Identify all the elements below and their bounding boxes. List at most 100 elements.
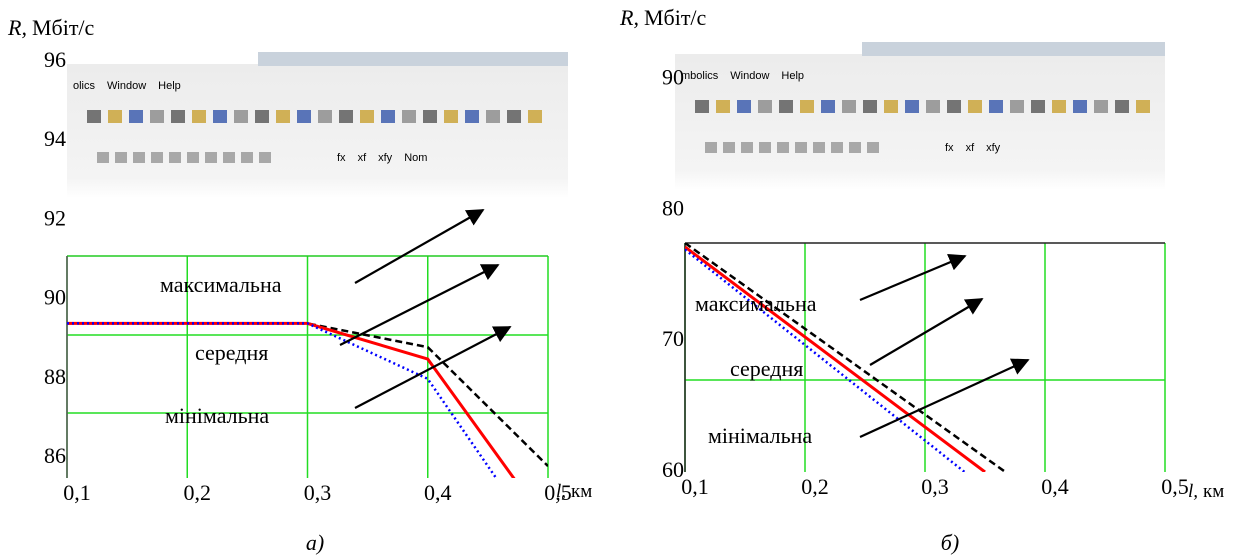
toolbar-icon	[737, 100, 751, 113]
toolbar-icon	[926, 100, 940, 113]
toolbar-icon	[777, 142, 789, 153]
toolbar-icon	[234, 110, 248, 123]
x-tick-label: 0,3	[304, 480, 332, 505]
toolbar-icon	[339, 110, 353, 123]
toolbar-icon	[947, 100, 961, 113]
y-axis-label: R,Мбіт/с	[7, 15, 95, 40]
annotation: середня	[730, 356, 803, 381]
toolbar-icon	[169, 152, 181, 163]
toolbar-icon	[759, 142, 771, 153]
toolbar-icon	[297, 110, 311, 123]
menu-item: Help	[781, 70, 804, 82]
toolbar-icon	[87, 110, 101, 123]
title-strip	[862, 42, 1165, 56]
menu-item: Window	[107, 80, 146, 92]
toolbar-icon	[1052, 100, 1066, 113]
toolbar-icon	[213, 110, 227, 123]
toolbar-icon	[758, 100, 772, 113]
toolbar-icon	[884, 100, 898, 113]
x-axis-symbol: l,	[556, 481, 566, 502]
toolbar-icon	[205, 152, 217, 163]
toolbar-icon	[187, 152, 199, 163]
menu-item: Help	[158, 80, 181, 92]
toolbar-button: xfy	[378, 152, 393, 164]
toolbar-icon	[192, 110, 206, 123]
toolbar-icon	[1094, 100, 1108, 113]
figure: olicsWindowHelpfxxfxfyNom8688909294960,1…	[0, 0, 1247, 558]
toolbar-icon	[741, 142, 753, 153]
y-tick-label: 90	[662, 64, 684, 89]
x-tick-label: 0,2	[184, 480, 212, 505]
y-tick-label: 92	[44, 205, 66, 230]
y-axis-label: R,Мбіт/с	[619, 5, 707, 30]
toolbar-button: Nom	[404, 152, 427, 164]
toolbar-icon	[276, 110, 290, 123]
toolbar-icon	[151, 152, 163, 163]
title-strip	[258, 52, 568, 66]
caption: а)	[306, 530, 324, 555]
toolbar-icon	[989, 100, 1003, 113]
toolbar-icon	[402, 110, 416, 123]
toolbar-icon	[968, 100, 982, 113]
arrow	[355, 327, 510, 408]
y-tick-label: 94	[44, 126, 66, 151]
toolbar-icon	[97, 152, 109, 163]
toolbar-icon	[444, 110, 458, 123]
x-axis-label: l,км	[556, 481, 592, 502]
annotation: мінімальна	[708, 423, 812, 448]
y-axis-symbol: R,	[619, 5, 639, 30]
annotation: мінімальна	[165, 403, 269, 428]
toolbar-icon	[1073, 100, 1087, 113]
toolbar-icon	[133, 152, 145, 163]
annotation: максимальна	[695, 291, 817, 316]
toolbar-icon	[800, 100, 814, 113]
y-axis-symbol: R,	[7, 15, 27, 40]
toolbar-icon	[821, 100, 835, 113]
toolbar-icon	[108, 110, 122, 123]
toolbar-icon	[486, 110, 500, 123]
toolbar-icon	[831, 142, 843, 153]
toolbar-icon	[259, 152, 271, 163]
x-axis-unit: км	[571, 481, 592, 502]
toolbar-icon	[849, 142, 861, 153]
y-tick-label: 70	[662, 326, 684, 351]
caption: б)	[941, 530, 959, 555]
x-tick-label: 0,1	[681, 474, 709, 499]
toolbar-icon	[528, 110, 542, 123]
toolbar-icon	[171, 110, 185, 123]
toolbar-button: xf	[966, 142, 976, 154]
toolbar-icon	[1010, 100, 1024, 113]
y-tick-label: 80	[662, 195, 684, 220]
x-axis-label: l,км	[1188, 481, 1224, 502]
toolbar-icon	[381, 110, 395, 123]
x-tick-label: 0,5	[1161, 474, 1189, 499]
menu-item: Window	[730, 70, 769, 82]
y-tick-label: 88	[44, 364, 66, 389]
y-axis-unit: Мбіт/с	[644, 5, 707, 30]
x-tick-label: 0,4	[1041, 474, 1069, 499]
toolbar-icon	[863, 100, 877, 113]
arrow	[870, 299, 982, 365]
toolbar-button: fx	[337, 152, 346, 164]
toolbar-icon	[423, 110, 437, 123]
x-axis-unit: км	[1203, 481, 1224, 502]
toolbar-icon	[813, 142, 825, 153]
annotation: середня	[195, 340, 268, 365]
menu-item: olics	[73, 80, 96, 92]
y-axis-unit: Мбіт/с	[32, 15, 95, 40]
toolbar-icon	[360, 110, 374, 123]
toolbar-icon	[241, 152, 253, 163]
toolbar-icon	[465, 110, 479, 123]
x-axis-symbol: l,	[1188, 481, 1198, 502]
arrow	[860, 256, 965, 300]
x-tick-label: 0,4	[424, 480, 452, 505]
toolbar-icon	[150, 110, 164, 123]
toolbar-icon	[318, 110, 332, 123]
toolbar-icon	[795, 142, 807, 153]
toolbar-button: xf	[358, 152, 368, 164]
toolbar-icon	[716, 100, 730, 113]
toolbar-button: xfy	[986, 142, 1001, 154]
toolbar-icon	[867, 142, 879, 153]
arrow	[355, 210, 483, 283]
x-tick-label: 0,2	[801, 474, 829, 499]
